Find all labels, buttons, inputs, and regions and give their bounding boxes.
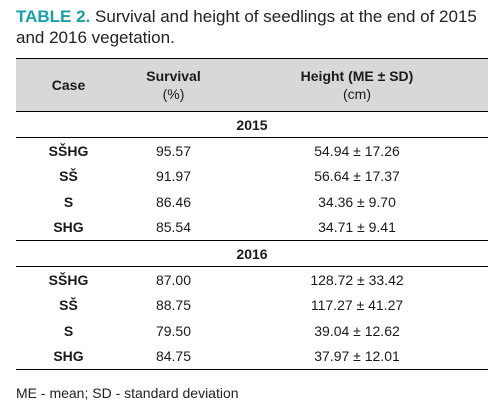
- table-row: SHG 85.54 34.71 ± 9.41: [16, 215, 488, 241]
- year-row: 2016: [16, 240, 488, 267]
- case-cell: S: [63, 322, 74, 339]
- table-row: SŠHG 95.57 54.94 ± 17.26: [16, 138, 488, 164]
- header-survival: Survival (%): [121, 58, 226, 112]
- table-row: S 86.46 34.36 ± 9.70: [16, 189, 488, 215]
- header-case: Case: [16, 58, 121, 112]
- survival-height-table: Case Survival (%) Height (ME ± SD) (cm) 20…: [16, 58, 488, 370]
- case-cell: SHG: [16, 343, 121, 370]
- year-row: 2015: [16, 111, 488, 138]
- height-cell: 39.04 ± 12.62: [314, 322, 400, 339]
- survival-cell: 87.00: [155, 271, 192, 288]
- survival-cell: 88.75: [155, 297, 192, 314]
- survival-cell: 84.75: [121, 343, 226, 370]
- caption-text: Survival and height of seedlings at the …: [16, 7, 477, 47]
- header-height-unit: (cm): [343, 86, 371, 102]
- table-header-row: Case Survival (%) Height (ME ± SD) (cm): [16, 58, 488, 112]
- header-height: Height (ME ± SD) (cm): [226, 58, 488, 112]
- caption-label: TABLE 2.: [16, 7, 91, 26]
- survival-cell: 86.46: [155, 193, 192, 210]
- survival-cell: 85.54: [155, 219, 192, 236]
- case-cell: SŠ: [59, 168, 78, 185]
- table-row: SŠ 88.75 117.27 ± 41.27: [16, 293, 488, 319]
- case-cell: SHG: [53, 219, 84, 236]
- case-cell: SŠ: [59, 297, 78, 314]
- height-cell: 34.71 ± 9.41: [318, 219, 396, 236]
- table-caption: TABLE 2. Survival and height of seedling…: [16, 6, 488, 48]
- survival-cell: 95.57: [155, 142, 192, 159]
- case-cell: SŠHG: [48, 271, 89, 288]
- year-label: 2015: [16, 111, 488, 138]
- table-row: SŠHG 87.00 128.72 ± 33.42: [16, 267, 488, 293]
- table-footnote: ME - mean; SD - standard deviation: [16, 385, 239, 401]
- height-cell: 56.64 ± 17.37: [314, 168, 400, 185]
- survival-cell: 79.50: [155, 322, 192, 339]
- height-cell: 128.72 ± 33.42: [310, 271, 404, 288]
- table-body: 2015 SŠHG 95.57 54.94 ± 17.26 SŠ 91.97 56.64 ±…: [16, 111, 488, 370]
- year-label: 2016: [16, 240, 488, 267]
- height-cell: 34.36 ± 9.70: [318, 193, 396, 210]
- case-cell: SŠHG: [48, 142, 89, 159]
- height-cell: 37.97 ± 12.01: [226, 343, 488, 370]
- header-survival-unit: (%): [162, 86, 185, 102]
- height-cell: 117.27 ± 41.27: [310, 297, 404, 314]
- case-cell: S: [63, 193, 74, 210]
- table-row: SHG 84.75 37.97 ± 12.01: [16, 343, 488, 370]
- table-row: S 79.50 39.04 ± 12.62: [16, 318, 488, 344]
- survival-cell: 91.97: [155, 168, 192, 185]
- height-cell: 54.94 ± 17.26: [314, 142, 400, 159]
- table-row: SŠ 91.97 56.64 ± 17.37: [16, 164, 488, 190]
